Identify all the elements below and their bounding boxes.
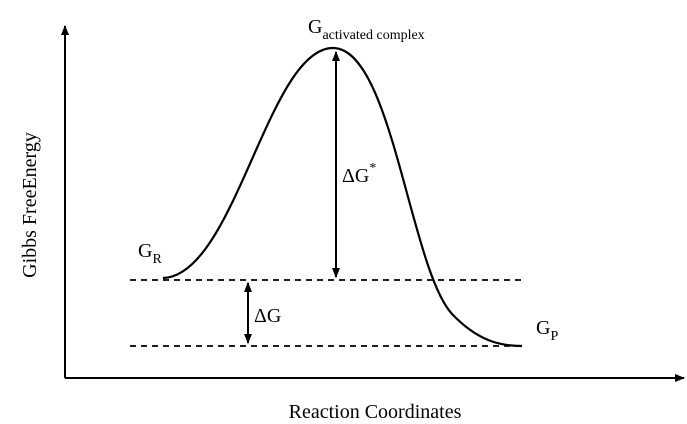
label-main: ΔG — [342, 165, 369, 187]
y-axis-label: Gibbs FreeEnergy — [19, 132, 41, 278]
free-energy-change-label: ΔG — [254, 305, 281, 327]
label-sub: R — [152, 252, 162, 267]
label-sup: * — [369, 161, 376, 176]
label-main: G — [536, 317, 550, 339]
product-label: GP — [536, 317, 558, 344]
label-main: G — [308, 16, 322, 38]
reactant-label: GR — [138, 240, 162, 267]
label-sub: activated complex — [322, 28, 424, 43]
x-axis-label: Reaction Coordinates — [289, 401, 462, 423]
label-sub: P — [550, 329, 558, 344]
label-main: G — [138, 240, 152, 262]
activated-complex-label: Gactivated complex — [308, 16, 425, 43]
activation-energy-label: ΔG* — [342, 161, 376, 187]
energy-curve — [162, 46, 523, 348]
